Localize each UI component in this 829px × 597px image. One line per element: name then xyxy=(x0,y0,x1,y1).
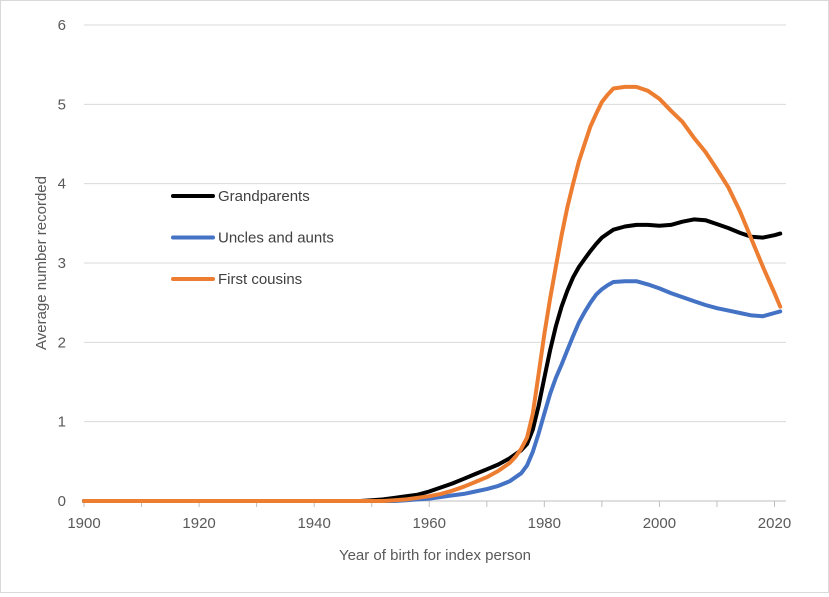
x-tick-label: 1960 xyxy=(413,515,446,532)
axes: 0 1 2 3 4 5 6 1900 1920 1940 1960 1980 2000 2020 xyxy=(58,17,792,532)
x-tick-label: 1920 xyxy=(182,515,215,532)
y-tick-label: 1 xyxy=(58,414,66,431)
gridlines xyxy=(84,24,786,423)
legend-label: Uncles and aunts xyxy=(218,230,334,247)
series-line-first-cousins xyxy=(82,84,783,503)
x-tick-label: 1940 xyxy=(297,515,330,532)
y-tick-label: 5 xyxy=(58,96,66,113)
x-tick-label: 1980 xyxy=(528,515,561,532)
x-tick-label: 1900 xyxy=(67,515,100,532)
y-tick-label: 3 xyxy=(58,255,66,272)
legend: Grandparents Uncles and aunts First cousin… xyxy=(171,188,334,288)
x-tick-label: 2000 xyxy=(643,515,676,532)
series-line-grandparents xyxy=(82,217,783,503)
y-tick-label: 6 xyxy=(58,17,66,34)
x-axis-title: Year of birth for index person xyxy=(339,547,531,564)
legend-label: First cousins xyxy=(218,271,302,288)
y-axis-title: Average number recorded xyxy=(33,176,50,350)
y-tick-label: 2 xyxy=(58,334,66,351)
series-line-uncles-and-aunts xyxy=(82,279,783,503)
series-lines xyxy=(82,84,783,503)
legend-label: Grandparents xyxy=(218,188,310,205)
y-tick-label: 4 xyxy=(58,176,66,193)
x-tick-label: 2020 xyxy=(758,515,791,532)
y-tick-label: 0 xyxy=(58,493,66,510)
